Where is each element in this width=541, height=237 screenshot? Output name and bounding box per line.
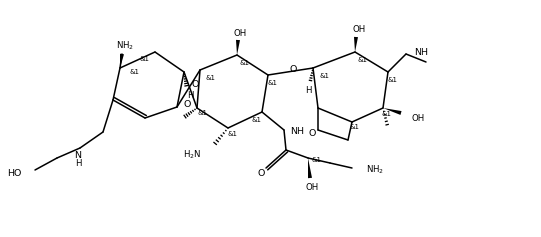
Text: &1: &1 — [240, 60, 250, 66]
Text: O: O — [183, 100, 190, 109]
Text: H: H — [75, 160, 81, 169]
Text: N: N — [75, 150, 82, 160]
Text: O: O — [289, 64, 296, 73]
Text: &1: &1 — [228, 131, 238, 137]
Text: &1: &1 — [252, 117, 262, 123]
Text: O: O — [308, 129, 316, 138]
Polygon shape — [120, 54, 124, 68]
Text: &1: &1 — [320, 73, 330, 79]
Text: H$_2$N: H$_2$N — [183, 149, 201, 161]
Text: &1: &1 — [388, 77, 398, 83]
Polygon shape — [236, 40, 240, 55]
Text: &1: &1 — [268, 80, 278, 86]
Text: OH: OH — [233, 28, 247, 37]
Text: &1: &1 — [140, 56, 150, 62]
Text: NH$_2$: NH$_2$ — [116, 40, 134, 52]
Text: &1: &1 — [197, 110, 207, 116]
Text: &1: &1 — [358, 57, 368, 63]
Text: NH$_2$: NH$_2$ — [366, 164, 384, 176]
Text: &1: &1 — [205, 75, 215, 81]
Text: O: O — [192, 79, 199, 88]
Polygon shape — [383, 108, 401, 115]
Text: NH: NH — [290, 127, 304, 136]
Text: &1: &1 — [129, 69, 139, 75]
Text: NH: NH — [414, 47, 428, 56]
Text: &1: &1 — [350, 124, 360, 130]
Text: H: H — [305, 86, 311, 95]
Text: OH: OH — [352, 24, 366, 33]
Text: H: H — [187, 91, 193, 100]
Text: &1: &1 — [382, 111, 392, 117]
Text: HO: HO — [6, 169, 21, 178]
Text: &1: &1 — [311, 157, 321, 163]
Text: O: O — [258, 169, 265, 178]
Polygon shape — [354, 37, 358, 52]
Text: OH: OH — [411, 114, 424, 123]
Text: OH: OH — [305, 183, 319, 192]
Polygon shape — [308, 158, 312, 178]
